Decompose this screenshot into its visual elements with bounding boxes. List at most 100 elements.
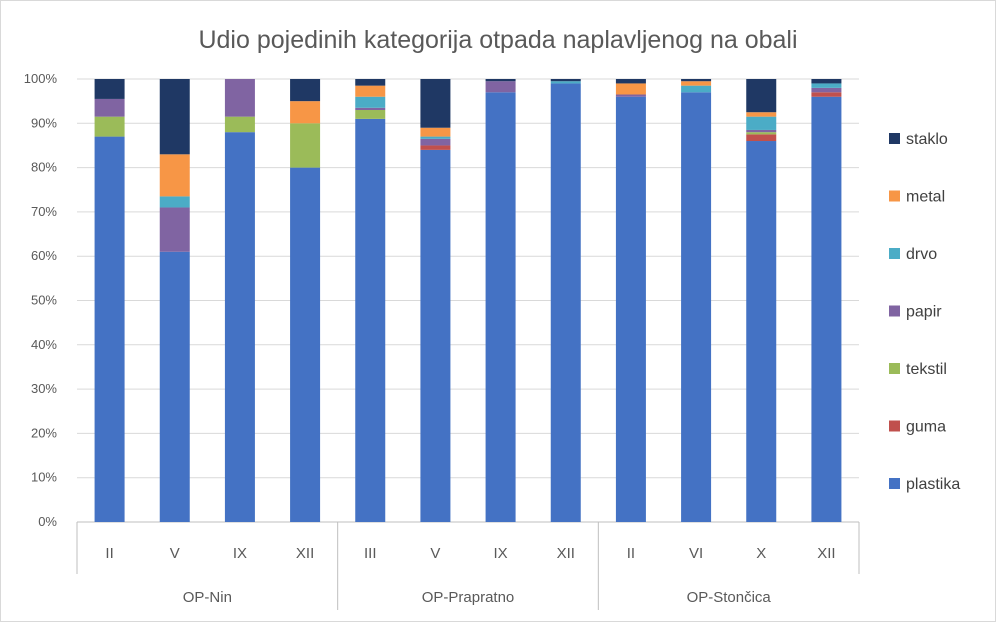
legend-swatch-tekstil [889,363,900,374]
bar-segment-papir [811,87,842,93]
bar-segment-staklo [681,79,712,82]
bar-segment-plastika [811,96,842,522]
bar-segment-drvo [746,116,777,130]
y-tick-label: 0% [38,514,57,529]
bar-segment-guma [420,145,451,150]
bar-stack [681,79,712,522]
bar-segment-tekstil [355,110,386,119]
legend-label-staklo: staklo [906,131,948,148]
x-category-label: IX [493,545,507,562]
bar-stack [159,79,190,522]
bar-segment-papir [224,79,255,117]
x-category-label: V [170,545,180,562]
x-category-label: II [105,545,113,562]
bar-segment-plastika [355,118,386,523]
bar-segment-guma [746,134,777,142]
bar-segment-staklo [355,79,386,86]
legend-swatch-drvo [889,248,900,259]
bar-segment-drvo [811,83,842,88]
bar-segment-plastika [746,141,777,522]
bars [94,79,842,523]
legend-swatch-guma [889,420,900,432]
bar-segment-tekstil [746,132,777,135]
bar-segment-papir [355,107,386,111]
chart-title: Udio pojedinih kategorija otpada naplavl… [198,26,797,54]
bar-segment-metal [746,112,777,117]
x-category-label: XII [296,545,314,562]
x-category-label: IX [233,545,247,562]
bar-segment-papir [159,207,190,252]
bar-segment-plastika [420,149,451,522]
legend-label-papir: papir [906,304,942,321]
bar-segment-metal [159,154,190,197]
bar-segment-staklo [615,79,646,84]
y-tick-label: 70% [31,204,57,219]
bar-stack [746,79,777,522]
x-category-label: X [756,545,766,562]
x-group-label: OP-Prapratno [422,589,515,606]
legend-label-drvo: drvo [906,246,937,263]
bar-segment-metal [681,81,712,86]
x-category-label: II [627,545,635,562]
bar-segment-staklo [420,79,451,128]
y-tick-label: 90% [31,115,57,130]
bar-stack [420,79,451,522]
y-tick-label: 20% [31,425,57,440]
legend-swatch-papir [889,305,900,317]
bar-stack [94,79,125,522]
y-tick-label: 30% [31,381,57,396]
bar-stack [290,79,321,522]
bar-segment-drvo [420,136,451,139]
bar-segment-plastika [224,132,255,522]
bar-segment-metal [615,83,646,95]
bar-segment-staklo [94,79,125,99]
legend-swatch-plastika [889,478,900,489]
y-tick-label: 10% [31,470,57,485]
x-category-label: III [364,545,377,562]
bar-segment-drvo [159,196,190,208]
bar-segment-staklo [485,79,516,82]
bar-segment-plastika [290,167,321,522]
bar-segment-metal [290,101,321,124]
legend-swatch-metal [889,190,900,202]
bar-segment-drvo [355,96,386,108]
bar-segment-papir [420,138,451,146]
bar-segment-drvo [550,81,581,84]
bar-stack [550,79,581,523]
bar-segment-papir [615,94,646,97]
bar-segment-staklo [159,79,190,155]
bar-segment-plastika [615,96,646,522]
bar-stack [615,79,646,522]
bar-stack [355,79,386,523]
gridlines [77,78,859,523]
bar-segment-staklo [290,79,321,102]
bar-segment-staklo [550,79,581,82]
bar-segment-plastika [485,92,516,522]
bar-segment-metal [355,85,386,97]
bar-segment-staklo [746,79,777,113]
bar-segment-papir [94,98,125,117]
bar-segment-staklo [811,79,842,84]
y-tick-label: 60% [31,248,57,263]
bar-segment-tekstil [224,116,255,133]
bar-stack [224,79,255,522]
legend-label-plastika: plastika [906,476,960,493]
legend-swatch-staklo [889,133,900,144]
bar-segment-tekstil [94,116,125,137]
bar-segment-papir [746,129,777,133]
legend: staklo metal drvo papir tekstil guma plastika [889,131,960,493]
bar-segment-plastika [550,83,581,523]
legend-label-guma: guma [906,419,946,436]
x-group-label: OP-Nin [183,589,232,606]
bar-segment-papir [485,81,516,93]
y-axis-ticks: 0% 10% 20% 30% 40% 50% 60% 70% 80% 90% 100% [24,71,58,529]
bar-segment-plastika [681,92,712,522]
bar-segment-plastika [159,251,190,522]
bar-segment-plastika [94,136,125,522]
legend-label-tekstil: tekstil [906,361,947,378]
x-category-label: XII [557,545,575,562]
bar-segment-tekstil [290,123,321,168]
